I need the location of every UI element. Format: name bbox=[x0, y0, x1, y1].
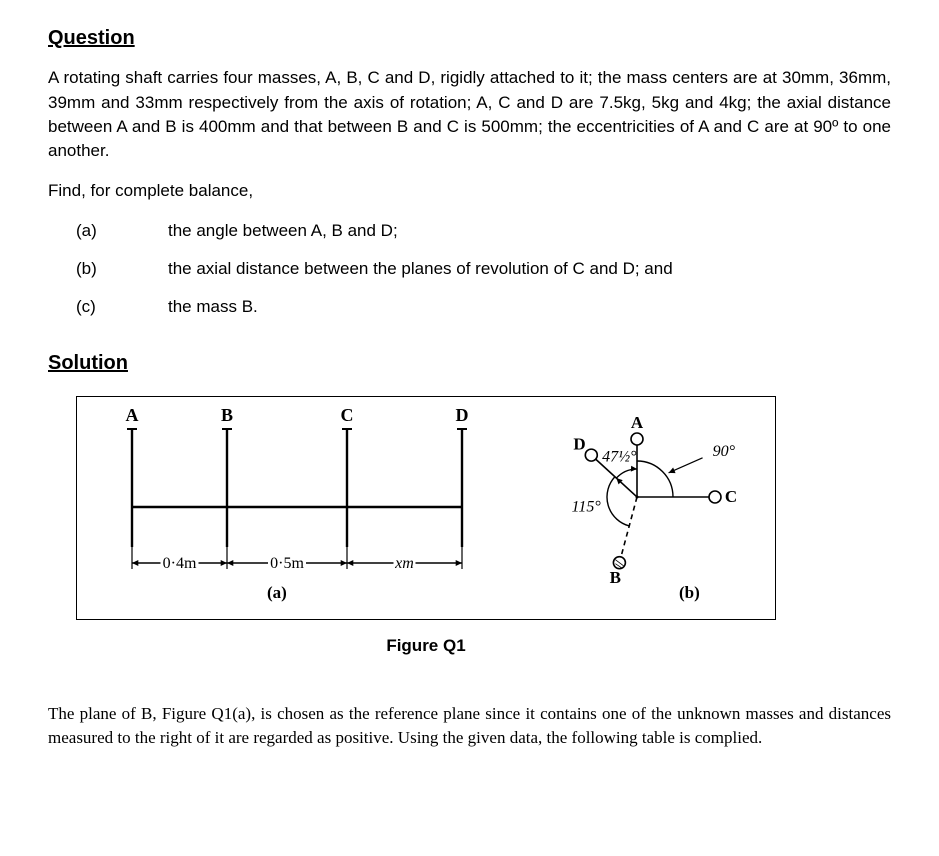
figure-frame: A B C D 0·4m 0·5m xm A D C B 47½° 90° 115° (a) (b) bbox=[76, 396, 776, 620]
svg-text:A: A bbox=[126, 405, 139, 425]
svg-text:90°: 90° bbox=[713, 443, 736, 460]
option-a-text: the angle between A, B and D; bbox=[168, 219, 398, 243]
svg-text:B: B bbox=[610, 568, 621, 587]
problem-statement: A rotating shaft carries four masses, A,… bbox=[48, 66, 891, 163]
svg-text:47½°: 47½° bbox=[602, 449, 637, 466]
option-a-key: (a) bbox=[76, 219, 168, 243]
figure-caption: Figure Q1 bbox=[76, 634, 776, 658]
option-b-key: (b) bbox=[76, 257, 168, 281]
sublabel-a: (a) bbox=[267, 581, 287, 605]
option-c-text: the mass B. bbox=[168, 295, 258, 319]
solution-heading: Solution bbox=[48, 349, 891, 377]
sublabel-b: (b) bbox=[679, 581, 700, 605]
option-a: (a) the angle between A, B and D; bbox=[48, 219, 891, 243]
svg-text:C: C bbox=[725, 487, 737, 506]
svg-text:B: B bbox=[221, 405, 233, 425]
option-b-text: the axial distance between the planes of… bbox=[168, 257, 673, 281]
option-c: (c) the mass B. bbox=[48, 295, 891, 319]
option-c-key: (c) bbox=[76, 295, 168, 319]
explanation-text: The plane of B, Figure Q1(a), is chosen … bbox=[48, 702, 891, 750]
svg-text:C: C bbox=[341, 405, 354, 425]
svg-text:0·4m: 0·4m bbox=[163, 555, 197, 572]
option-b: (b) the axial distance between the plane… bbox=[48, 257, 891, 281]
find-line: Find, for complete balance, bbox=[48, 179, 891, 203]
svg-text:xm: xm bbox=[394, 555, 414, 572]
figure-svg: A B C D 0·4m 0·5m xm A D C B 47½° 90° 115° bbox=[77, 397, 777, 621]
svg-text:D: D bbox=[456, 405, 469, 425]
svg-text:0·5m: 0·5m bbox=[270, 555, 304, 572]
svg-text:115°: 115° bbox=[572, 498, 602, 515]
question-heading: Question bbox=[48, 24, 891, 52]
svg-text:A: A bbox=[631, 413, 644, 432]
svg-text:D: D bbox=[573, 434, 585, 453]
